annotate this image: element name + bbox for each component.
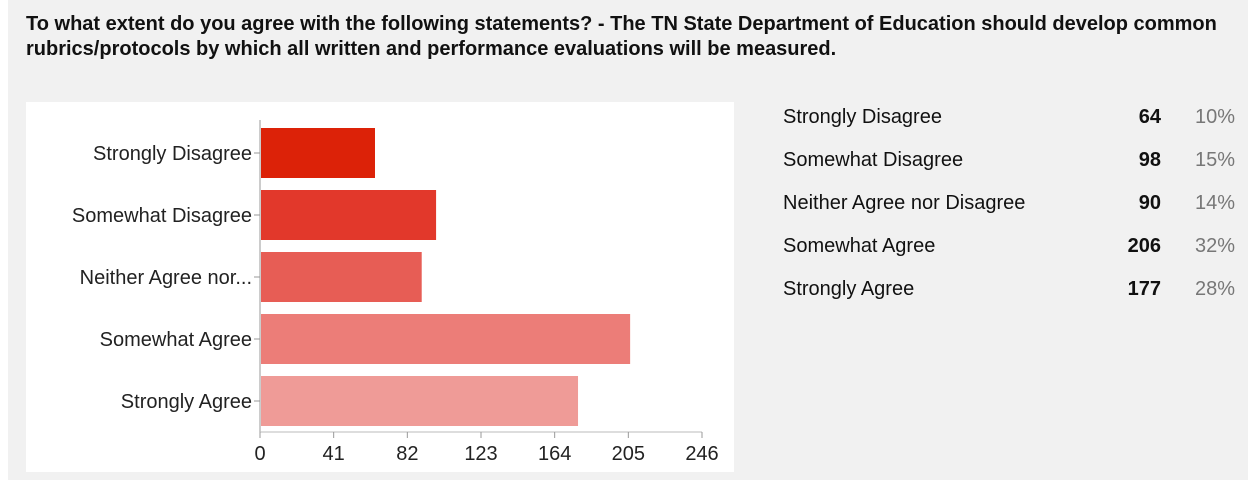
bar <box>261 190 437 240</box>
summary-percent: 15% <box>1194 149 1235 171</box>
x-tick-label: 164 <box>538 443 571 465</box>
x-tick-label: 246 <box>685 443 718 465</box>
x-tick-label: 0 <box>254 443 265 465</box>
summary-label: Somewhat Disagree <box>783 149 964 171</box>
category-label: Strongly Agree <box>121 391 252 413</box>
summary-percent: 28% <box>1194 278 1235 300</box>
summary-count: 98 <box>1138 149 1161 171</box>
results-panel: To what extent do you agree with the fol… <box>8 0 1248 480</box>
summary-row: Strongly Disagree 64 10% <box>783 104 1248 147</box>
bar <box>261 252 422 302</box>
category-label: Somewhat Disagree <box>72 205 252 227</box>
summary-percent: 10% <box>1194 106 1235 128</box>
bar <box>261 314 631 364</box>
question-title: To what extent do you agree with the fol… <box>26 13 1217 60</box>
summary-label: Somewhat Agree <box>783 235 936 257</box>
summary-label: Neither Agree nor Disagree <box>783 192 1026 214</box>
summary-label: Strongly Agree <box>783 278 915 300</box>
x-tick-label: 123 <box>464 443 497 465</box>
x-tick-label: 205 <box>612 443 645 465</box>
summary-percent: 32% <box>1194 235 1235 257</box>
summary-count: 90 <box>1138 192 1161 214</box>
summary-table: Strongly Disagree 64 10% Somewhat Disagr… <box>783 104 1248 319</box>
summary-count: 206 <box>1127 235 1161 257</box>
bar <box>261 376 579 426</box>
bar-chart-svg: Strongly Disagree Somewhat Disagree Neithe… <box>72 120 719 465</box>
bar-chart: Strongly Disagree Somewhat Disagree Neithe… <box>26 102 734 472</box>
bar <box>261 128 375 178</box>
summary-count: 177 <box>1127 278 1161 300</box>
category-label: Neither Agree nor... <box>80 267 252 289</box>
summary-label: Strongly Disagree <box>783 106 942 128</box>
x-tick-label: 82 <box>396 443 418 465</box>
summary-row: Strongly Agree 177 28% <box>783 276 1248 319</box>
summary-row: Neither Agree nor Disagree 90 14% <box>783 190 1248 233</box>
category-label: Strongly Disagree <box>93 143 252 165</box>
x-tick-label: 41 <box>323 443 345 465</box>
summary-row: Somewhat Disagree 98 15% <box>783 147 1248 190</box>
summary-count: 64 <box>1138 106 1161 128</box>
category-label: Somewhat Agree <box>100 329 252 351</box>
summary-row: Somewhat Agree 206 32% <box>783 233 1248 276</box>
summary-percent: 14% <box>1194 192 1235 214</box>
